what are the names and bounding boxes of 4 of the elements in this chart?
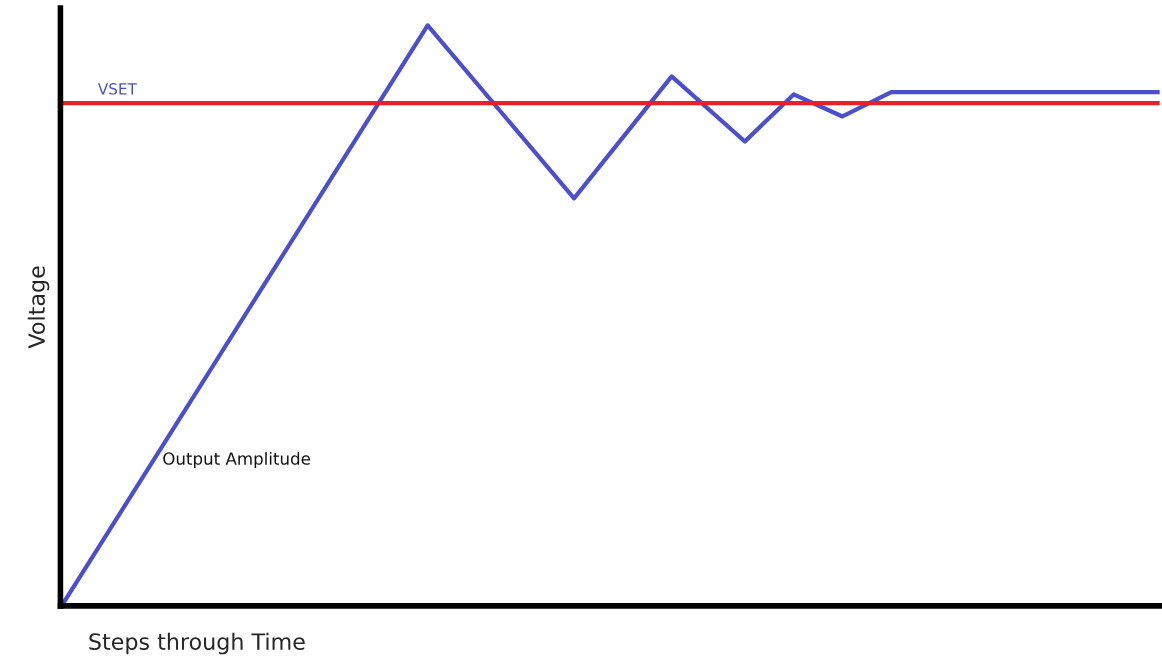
x-axis-title: Steps through Time <box>89 632 305 655</box>
ref-line-label: VSET <box>97 83 137 95</box>
y-axis-title: Voltage <box>27 266 50 349</box>
series-label: Output Amplitude <box>163 451 310 469</box>
